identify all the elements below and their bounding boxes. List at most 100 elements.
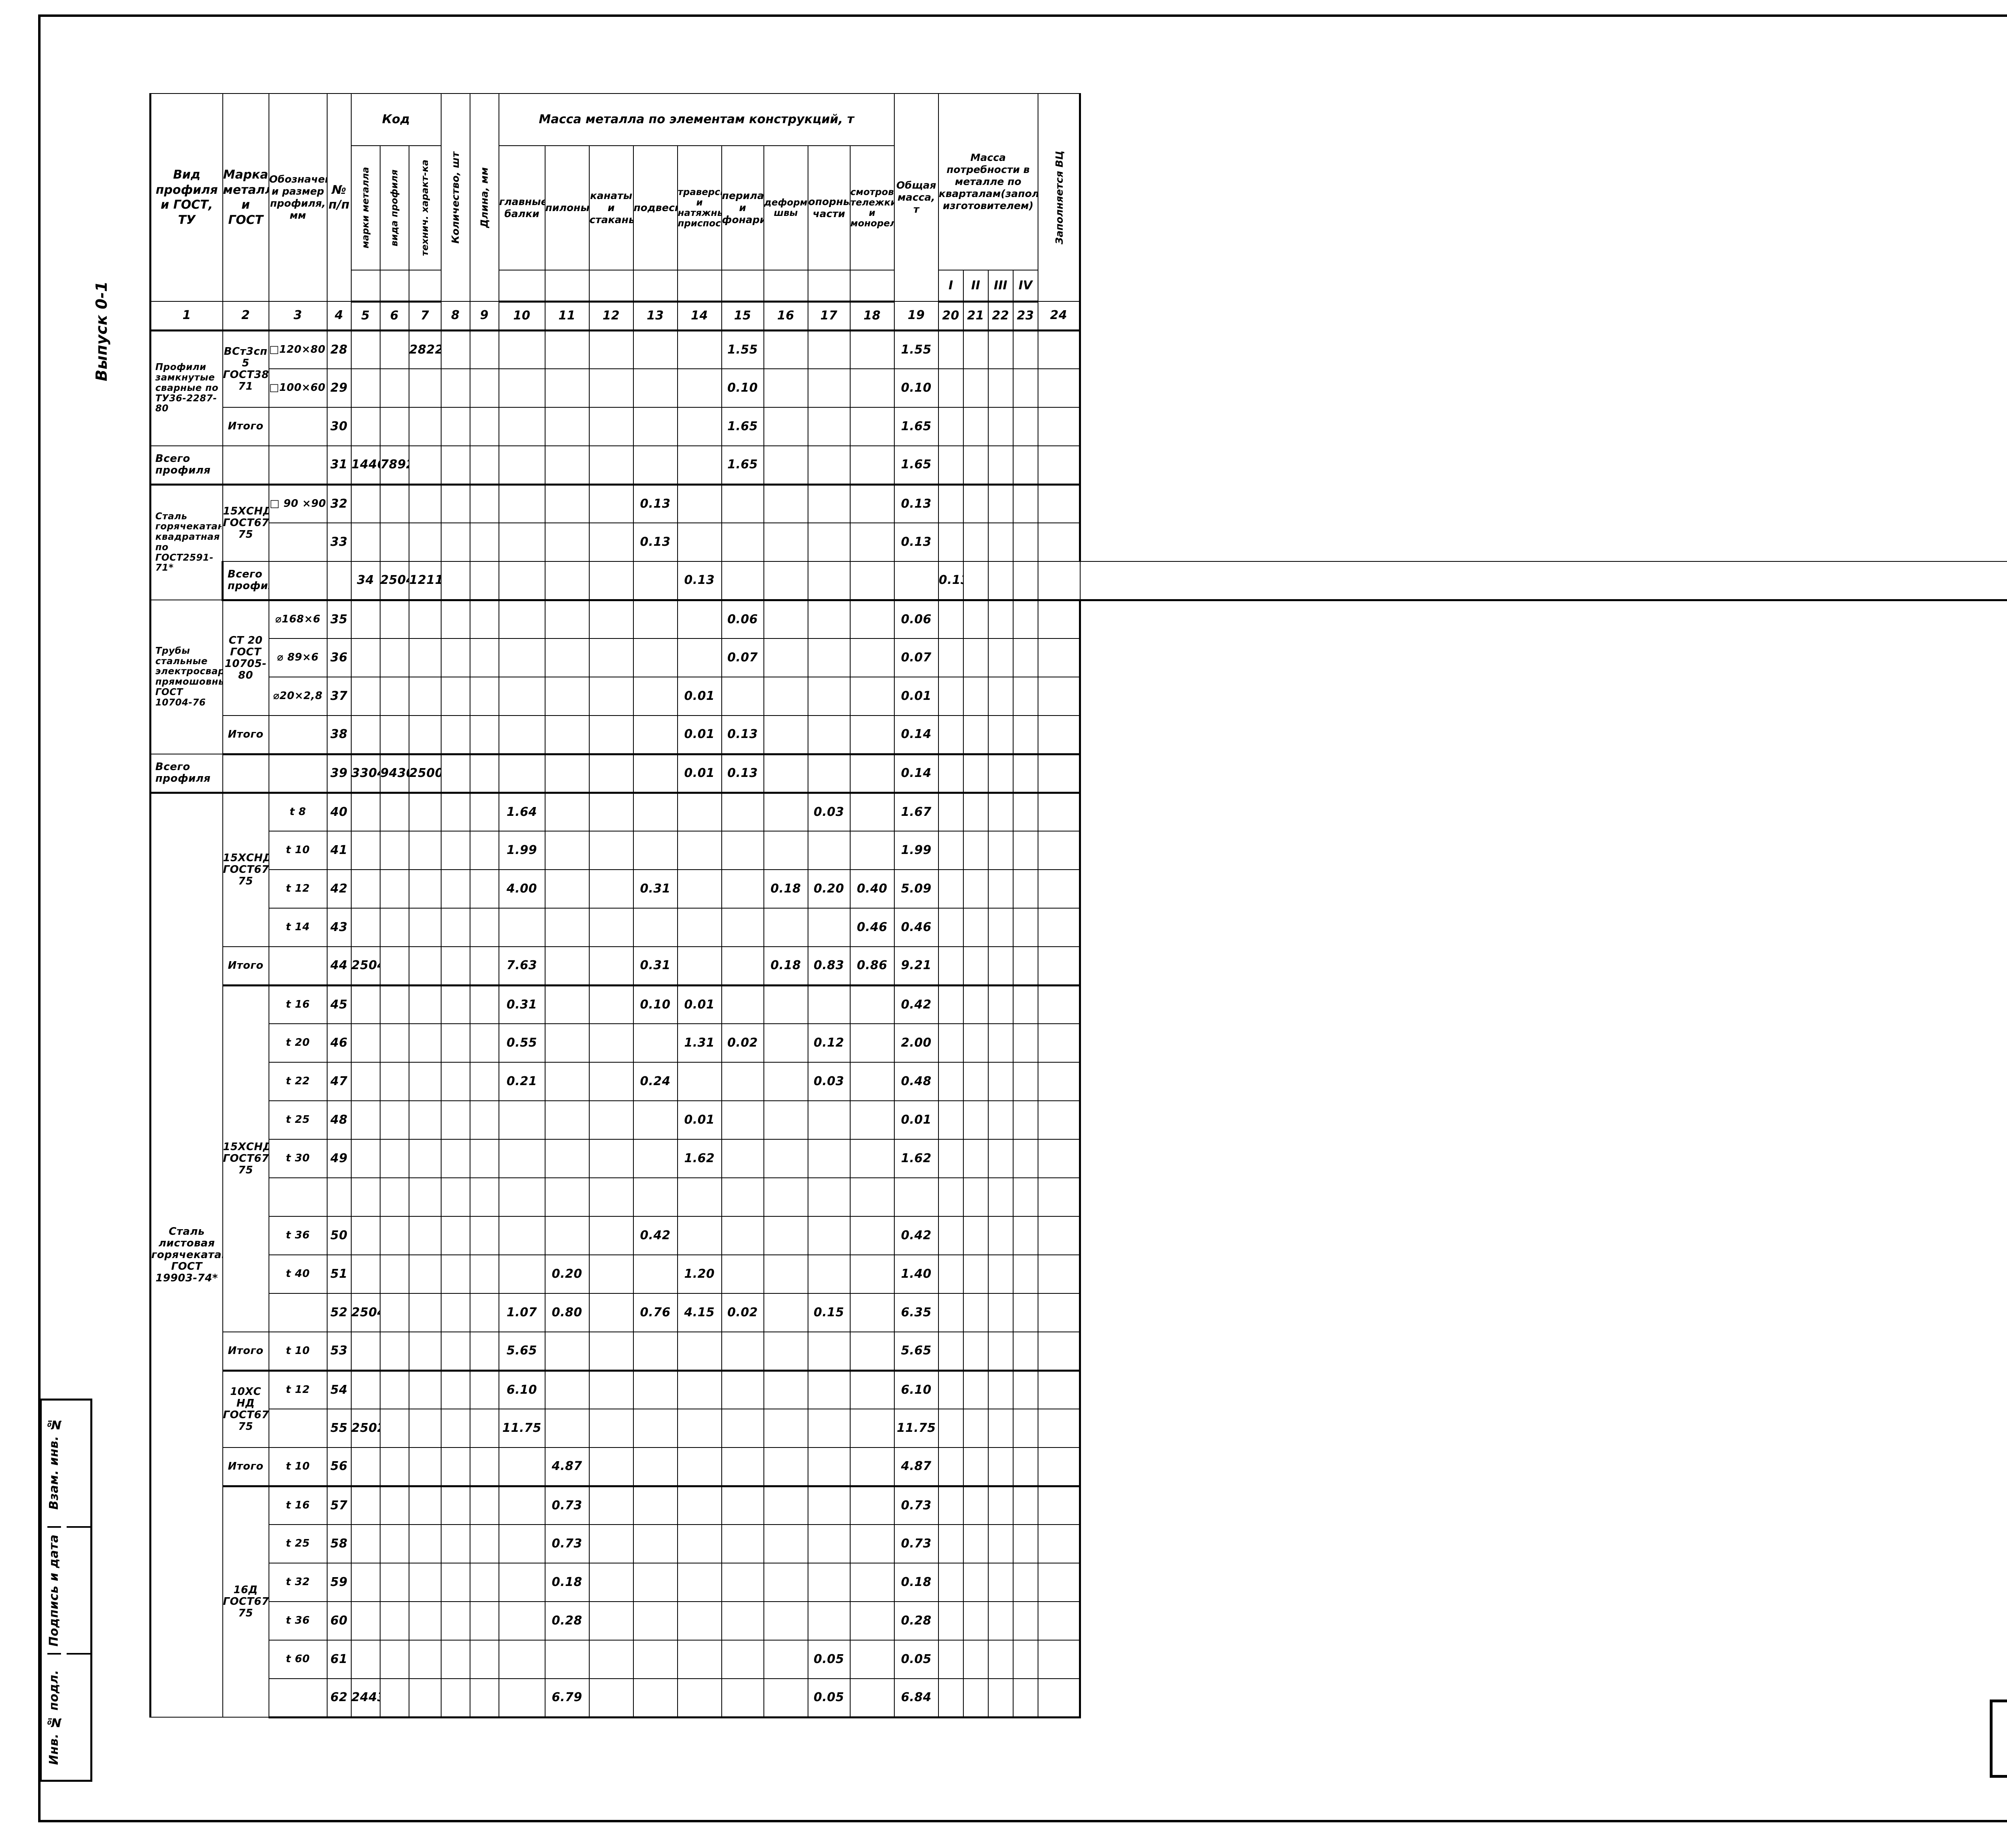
cell-mass-col14 [677, 600, 722, 639]
cell-mass-col18 [849, 1023, 895, 1063]
cell-profile-size: t 16 [268, 1486, 328, 1525]
cell-mass-col13 [633, 715, 678, 755]
cell-code-metal [350, 407, 381, 446]
cell-total-mass: 0.42 [894, 985, 939, 1024]
cell-quantity [440, 1139, 470, 1178]
cell-mass-col18 [849, 1332, 895, 1372]
cell-mass-col10: 0.31 [498, 985, 546, 1024]
cell-vc [1037, 600, 1081, 639]
colnum-13: 13 [633, 301, 678, 331]
cell-profile-type: Профили замкнутые сварные по ТУ36-2287-8… [149, 330, 223, 446]
cell-mass-col15 [721, 1524, 764, 1563]
cell-total-mass: 5.65 [894, 1332, 939, 1372]
cell-code-tech [408, 1216, 442, 1255]
cell-code-profile [379, 600, 409, 639]
cell-mass-col14: 1.62 [677, 1139, 722, 1178]
cell-quantity [440, 1678, 470, 1718]
cell-mass-col15: 0.02 [721, 1023, 764, 1063]
cell-mass-col13 [633, 1486, 678, 1525]
cell-code-profile [379, 1293, 409, 1332]
cell-quarter-3 [987, 1216, 1014, 1255]
cell-mass-col17 [807, 831, 851, 870]
cell-total-mass: 6.84 [894, 1678, 939, 1718]
cell-quarter-4 [1012, 1062, 1038, 1101]
table-row: t 14 43 0.46 0.46 [151, 908, 2007, 947]
cell-quantity [440, 1486, 470, 1525]
cell-code-metal [350, 1139, 381, 1178]
cell-total-mass: 2.00 [894, 1023, 939, 1063]
cell-mass-col18 [849, 1447, 895, 1487]
colnum-6: 6 [379, 301, 409, 331]
cell-quarter-3 [987, 1293, 1014, 1332]
cell-quarter-2 [963, 330, 989, 369]
cell-vc [1037, 754, 1081, 794]
cell-mass-col13 [633, 1678, 678, 1718]
cell-mass-col15 [721, 946, 764, 986]
cell-mass-col12 [588, 1563, 634, 1602]
cell-quarter-4 [1012, 1524, 1038, 1563]
cell-quarter-4 [1012, 1409, 1038, 1448]
cell-length [469, 1370, 499, 1409]
cell-mass-col13 [633, 1177, 678, 1217]
cell-quantity [440, 985, 470, 1024]
cell-mass-col12 [588, 407, 634, 446]
cell-row-number: 41 [326, 831, 352, 870]
cell-mass-col11 [544, 946, 590, 986]
cell-quarter-2 [963, 1062, 989, 1101]
colnum-4: 4 [326, 301, 352, 331]
cell-code-tech [440, 561, 470, 601]
title-code: 3.508.2-2. 0-1 - 33КМ [1993, 1702, 2007, 1775]
cell-vc [1037, 1139, 1081, 1178]
cell-steel-mark: СТ 20 ГОСТ 10705-80 [222, 600, 269, 716]
cell-mass-col18 [849, 1409, 895, 1448]
cell-mass-col16 [763, 908, 808, 947]
cell-mass-col17 [807, 1139, 851, 1178]
cell-mass-col17: 0.05 [807, 1678, 851, 1718]
cell-row-number: 55 [326, 1409, 352, 1448]
cell-quarter-1 [938, 985, 964, 1024]
cell-mass-col15 [721, 792, 764, 831]
cell-quarter-3 [987, 677, 1014, 716]
cell-quarter-1 [938, 792, 964, 831]
header-spacer-11 [544, 270, 590, 303]
cell-mass-col17 [807, 908, 851, 947]
cell-mass-col14 [677, 1216, 722, 1255]
steel-mark-line: ГОСТ [230, 646, 261, 658]
cell-mass-col17 [807, 1254, 851, 1294]
cell-row-number: 60 [326, 1601, 352, 1641]
cell-mass-col17 [807, 1486, 851, 1525]
cell-length [469, 600, 499, 639]
cell-profile-size: □100×60×4 [268, 368, 328, 408]
cell-mass-col17 [807, 1216, 851, 1255]
cell-length [469, 1447, 499, 1487]
cell-quantity [440, 522, 470, 562]
cell-mass-col17 [807, 1409, 851, 1448]
cell-quarter-1 [938, 1139, 964, 1178]
cell-vc [1037, 946, 1081, 986]
cell-code-profile [379, 484, 409, 523]
cell-profile-type: Сталь листовая горячекатаная ГОСТ 19903-… [149, 792, 223, 1718]
cell-profile-size: t 12 [268, 869, 328, 909]
cell-total-mass: 0.42 [894, 1216, 939, 1255]
steel-mark-line: 15ХСНД [223, 505, 269, 518]
steel-mark-line: 16Д [233, 1584, 258, 1596]
cell-code-tech [408, 1293, 442, 1332]
header-quarter-3: III [987, 270, 1014, 303]
cell-mass-col16 [763, 985, 808, 1024]
cell-mass-col12 [588, 1601, 634, 1641]
cell-mass-col13 [633, 330, 678, 369]
cell-mass-col18 [849, 1100, 895, 1140]
colnum-23: 23 [1012, 301, 1038, 331]
cell-profile-size: t 36 [268, 1601, 328, 1641]
cell-code-tech: 2822 [408, 330, 442, 369]
cell-mass-col12 [588, 1139, 634, 1178]
cell-quarter-1 [938, 1447, 964, 1487]
cell-code-tech [408, 638, 442, 677]
cell-quantity [440, 1409, 470, 1448]
cell-vc [1037, 1601, 1081, 1641]
cell-mass-col12 [588, 1254, 634, 1294]
cell-mass-col16 [763, 1486, 808, 1525]
cell-mass-col12 [588, 985, 634, 1024]
header-col-16: деформационные швы [763, 145, 808, 270]
